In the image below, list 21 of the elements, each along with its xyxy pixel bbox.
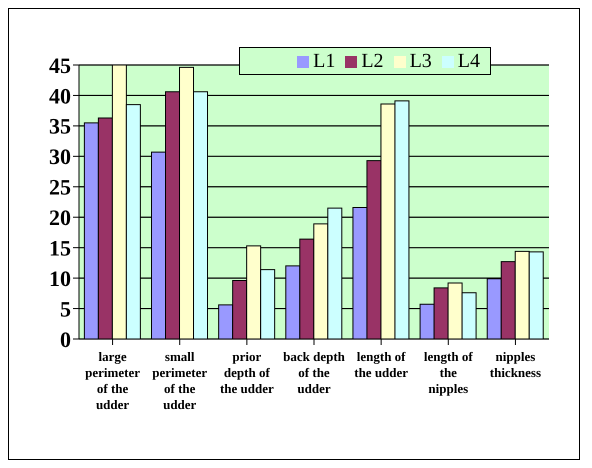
y-tick-label: 35 <box>49 114 71 139</box>
x-tick-label: length of the udder <box>354 349 408 380</box>
legend-label: L3 <box>410 50 432 72</box>
legend-label: L4 <box>458 50 480 72</box>
x-tick-label: prior depth of the udder <box>220 349 274 396</box>
x-tick-label: small perimeter of the udder <box>152 349 208 412</box>
y-tick-label: 15 <box>49 235 71 260</box>
x-tick-label: length of the nipples <box>424 349 474 396</box>
legend-label: L1 <box>313 50 336 72</box>
y-tick-label: 10 <box>49 266 71 291</box>
y-tick-label: 0 <box>60 326 71 352</box>
x-tick-label: large perimeter of the udder <box>85 349 140 412</box>
x-tick-label: back depth of the udder <box>283 349 346 396</box>
y-tick-label: 25 <box>49 174 71 200</box>
legend-label: L2 <box>361 50 384 72</box>
y-tick-label: 5 <box>60 296 71 322</box>
y-tick-label: 20 <box>49 205 71 230</box>
y-tick-label: 30 <box>49 144 71 170</box>
y-tick-label: 45 <box>49 52 71 78</box>
y-tick-label: 40 <box>49 83 71 108</box>
x-tick-label: nipples thickness <box>490 349 542 380</box>
